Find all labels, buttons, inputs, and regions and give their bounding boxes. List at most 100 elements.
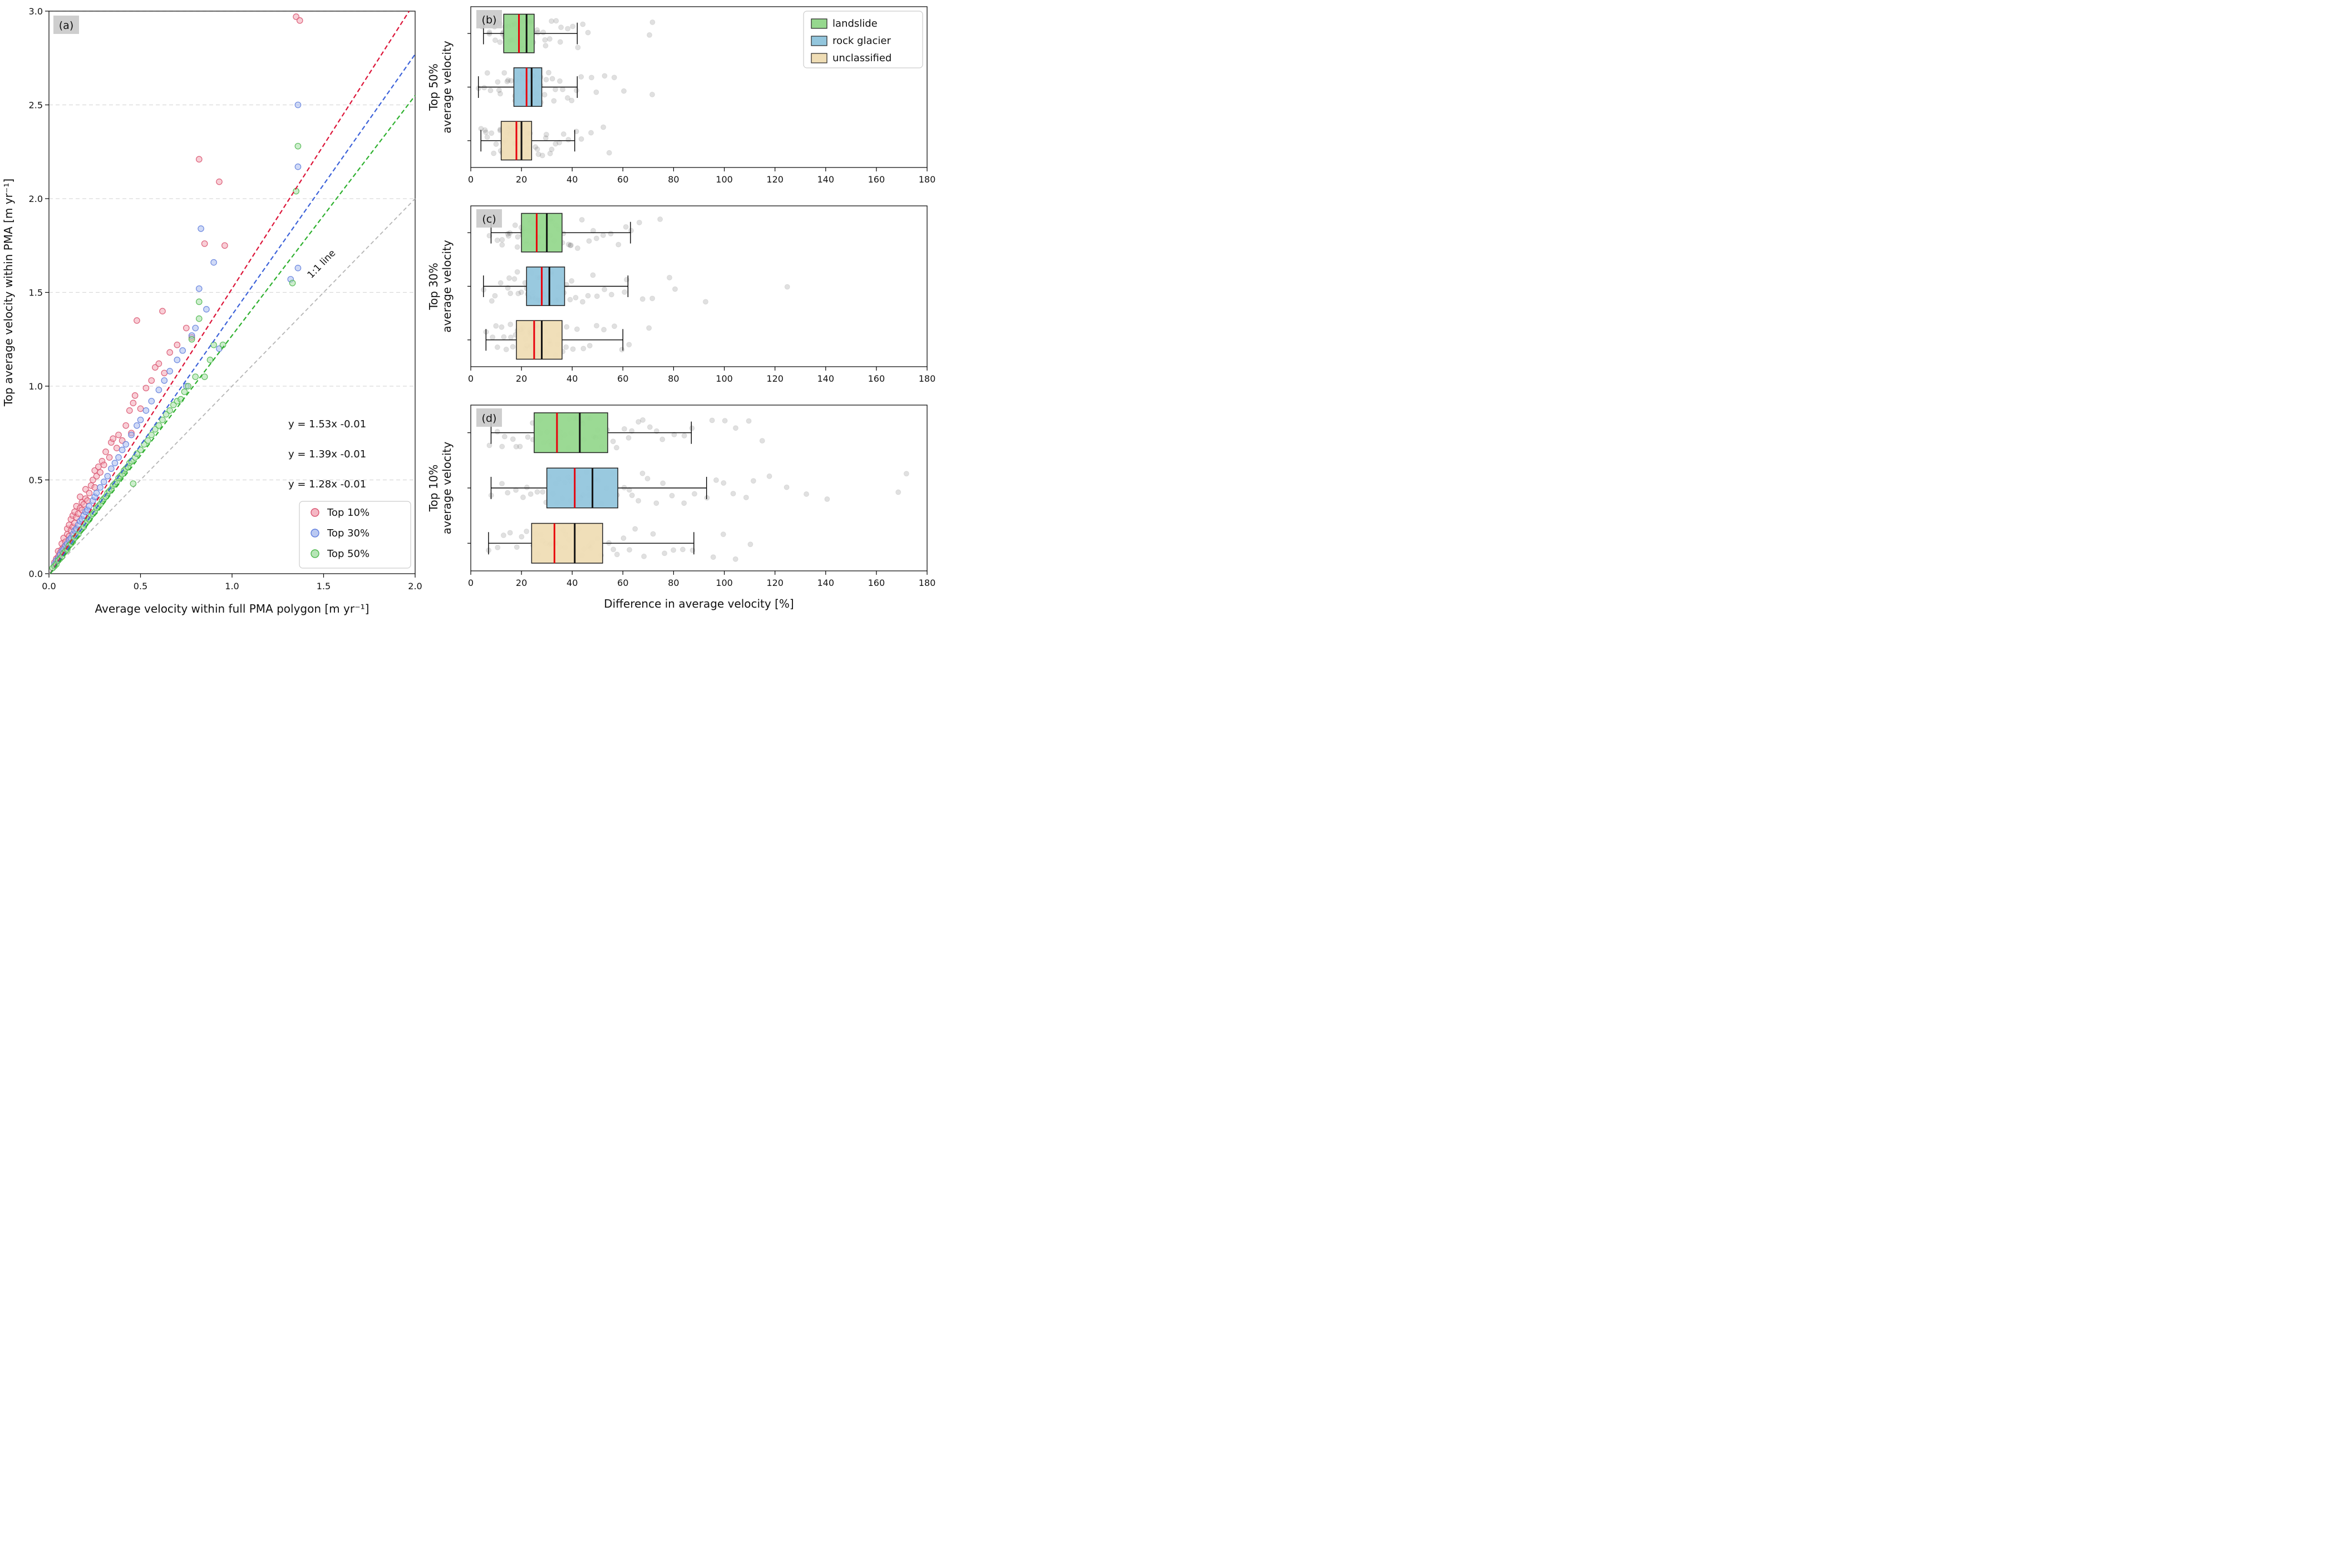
strip-point: [515, 290, 521, 297]
x-tick-label: 40: [566, 373, 578, 384]
strip-point: [626, 342, 632, 348]
strip-point: [614, 551, 620, 558]
strip-point: [525, 434, 531, 440]
legend-marker: [311, 508, 319, 517]
strip-point: [606, 150, 612, 156]
strip-point: [619, 347, 625, 353]
strip-point: [667, 275, 673, 281]
strip-point: [528, 491, 534, 497]
strip-point: [497, 91, 503, 97]
panel-label: (d): [482, 412, 497, 425]
fit-equation: y = 1.53x -0.01: [288, 418, 366, 430]
strip-point: [612, 323, 618, 329]
scatter-point-top10: [174, 342, 181, 348]
strip-point: [611, 75, 617, 81]
y-axis-label-line2: average velocity: [440, 442, 454, 535]
scatter-point-top10: [166, 349, 173, 356]
strip-point: [585, 293, 591, 299]
legend-marker: [311, 549, 319, 558]
identity-line-label: 1:1 line: [306, 248, 338, 280]
x-tick-label: 80: [668, 174, 679, 185]
scatter-point-top30: [294, 264, 302, 272]
scatter-point-top50: [181, 388, 188, 395]
strip-point: [515, 234, 521, 240]
scatter-point-top10: [195, 156, 203, 163]
strip-point: [626, 487, 632, 493]
strip-point: [483, 129, 489, 135]
strip-point: [602, 73, 608, 79]
scatter-point-top10: [122, 422, 129, 429]
strip-point: [508, 334, 514, 341]
scatter-point-top50: [294, 142, 302, 150]
strip-point: [533, 144, 539, 150]
strip-point: [510, 436, 516, 442]
strip-point: [689, 425, 695, 431]
strip-point: [624, 277, 630, 283]
x-tick-label: 160: [868, 578, 885, 588]
fit-equation: y = 1.28x -0.01: [288, 479, 366, 490]
strip-point: [613, 445, 619, 451]
strip-point: [547, 150, 553, 156]
scatter-point-top10: [137, 405, 144, 412]
x-tick-label: 0: [468, 578, 474, 588]
strip-point: [573, 295, 579, 301]
strip-point: [563, 344, 569, 350]
x-tick-label: 140: [817, 174, 835, 185]
x-tick-label: 60: [617, 578, 628, 588]
strip-point: [759, 438, 765, 444]
x-tick-label: 160: [868, 373, 885, 384]
strip-point: [578, 136, 584, 142]
scatter-point-top50: [144, 437, 151, 444]
strip-point: [508, 322, 514, 328]
strip-point: [574, 87, 580, 93]
strip-point: [501, 70, 508, 76]
strip-point: [585, 29, 591, 36]
panel-label-bg: [476, 209, 502, 228]
strip-point: [587, 343, 593, 349]
strip-point: [495, 79, 501, 85]
strip-point: [504, 78, 510, 85]
scatter-point-top30: [161, 377, 168, 384]
strip-point: [517, 443, 523, 450]
strip-point: [588, 75, 594, 81]
x-tick-label: 180: [919, 373, 936, 384]
strip-point: [709, 417, 715, 423]
scatter-point-top10: [296, 17, 303, 24]
x-tick-label: 120: [766, 578, 784, 588]
strip-point: [600, 232, 606, 238]
x-tick-label: 60: [617, 373, 628, 384]
scatter-point-top30: [108, 465, 115, 472]
x-tick-label: 160: [868, 174, 885, 185]
y-axis-label: Top 10% average velocity: [427, 442, 454, 535]
scatter-point-top30: [155, 386, 162, 393]
strip-point: [639, 471, 646, 477]
legend-label: Top 50%: [327, 548, 370, 560]
strip-point: [493, 141, 499, 147]
strip-point: [551, 98, 557, 104]
x-tick-label: 100: [716, 373, 733, 384]
strip-point: [560, 131, 566, 137]
strip-point: [535, 151, 541, 157]
scatter-point-top10: [77, 494, 83, 500]
strip-point: [594, 323, 600, 329]
y-tick-label: 0.0: [29, 569, 43, 579]
x-tick-label: 120: [766, 373, 784, 384]
strip-point: [620, 535, 627, 541]
strip-point: [610, 546, 617, 553]
strip-point: [629, 428, 635, 434]
strip-point: [494, 429, 500, 435]
strip-point: [574, 245, 580, 252]
strip-point: [647, 32, 653, 38]
strip-point: [646, 325, 652, 331]
scatter-point-top10: [102, 448, 109, 455]
scatter-point-top50: [130, 480, 137, 487]
x-tick-label: 140: [817, 578, 835, 588]
strip-point: [649, 295, 656, 302]
strip-point: [671, 547, 677, 553]
figure: 0.0 0.5 1.0 1.5 2.0 0.0 0.5 1.0 1.5 2.0 2.5 3.0 1:1 …: [0, 0, 936, 627]
x-tick-label: 60: [617, 174, 628, 185]
strip-point: [644, 476, 651, 482]
y-axis-label-line2: average velocity: [440, 41, 454, 134]
y-tick-label: 1.5: [29, 288, 43, 298]
strip-point: [669, 493, 675, 499]
